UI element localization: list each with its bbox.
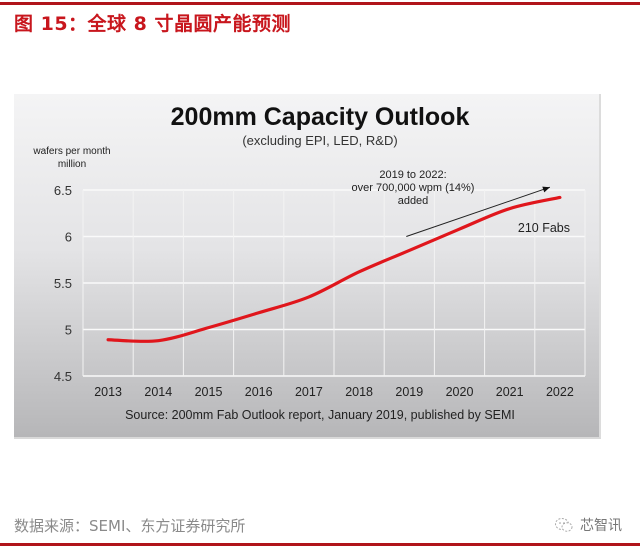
brand-name: 芯智讯 <box>580 518 622 534</box>
x-tick-label: 2015 <box>195 385 223 399</box>
series-group <box>106 195 562 343</box>
x-tick-label: 2022 <box>546 385 574 399</box>
x-tick-label: 2020 <box>446 385 474 399</box>
annotation-text: over 700,000 wpm (14%) <box>352 182 475 194</box>
x-tick-label: 2017 <box>295 385 323 399</box>
y-tick-label: 6.5 <box>54 183 72 198</box>
y-tick-label: 4.5 <box>54 369 72 384</box>
data-source-caption: 数据来源：SEMI、东方证券研究所 <box>14 517 246 535</box>
y-axis-label: wafers per month million <box>22 145 122 171</box>
top-divider <box>0 2 640 5</box>
x-tick-label: 2018 <box>345 385 373 399</box>
annotation-text: 2019 to 2022: <box>379 169 446 181</box>
x-tick-label: 2014 <box>144 385 172 399</box>
series-line <box>106 195 562 343</box>
x-tick-label: 2021 <box>496 385 524 399</box>
bottom-divider <box>0 543 640 546</box>
annotations: 2019 to 2022:over 700,000 wpm (14%)added… <box>352 169 570 237</box>
y-tick-label: 6 <box>65 230 72 245</box>
y-axis-label-line2: million <box>57 159 87 170</box>
wechat-icon <box>555 518 573 532</box>
y-tick-label: 5.5 <box>54 276 72 291</box>
annotation-arrowhead <box>542 186 550 193</box>
x-tick-labels: 2013 2014 2015 2016 2017 2018 2019 2020 2021 2022 <box>94 385 574 399</box>
annotation-text: added <box>398 195 429 207</box>
y-tick-labels: 4.5 5 5.5 6 6.5 <box>54 183 72 384</box>
y-tick-label: 5 <box>65 323 72 338</box>
x-tick-label: 2013 <box>94 385 122 399</box>
x-tick-label: 2019 <box>395 385 423 399</box>
brand-watermark: 芯智讯 <box>554 515 622 535</box>
chart-title: 200mm Capacity Outlook <box>170 103 470 131</box>
annotation-arrow-line <box>406 186 551 237</box>
fabs-label: 210 Fabs <box>518 221 570 235</box>
y-axis-label-line1: wafers per month <box>33 146 111 157</box>
figure-title: 图 15：全球 8 寸晶圆产能预测 <box>14 13 292 35</box>
chart-source-note: Source: 200mm Fab Outlook report, Januar… <box>125 408 515 422</box>
x-tick-label: 2016 <box>245 385 273 399</box>
chart-subtitle: (excluding EPI, LED, R&D) <box>242 133 398 148</box>
chart-frame <box>14 94 601 439</box>
